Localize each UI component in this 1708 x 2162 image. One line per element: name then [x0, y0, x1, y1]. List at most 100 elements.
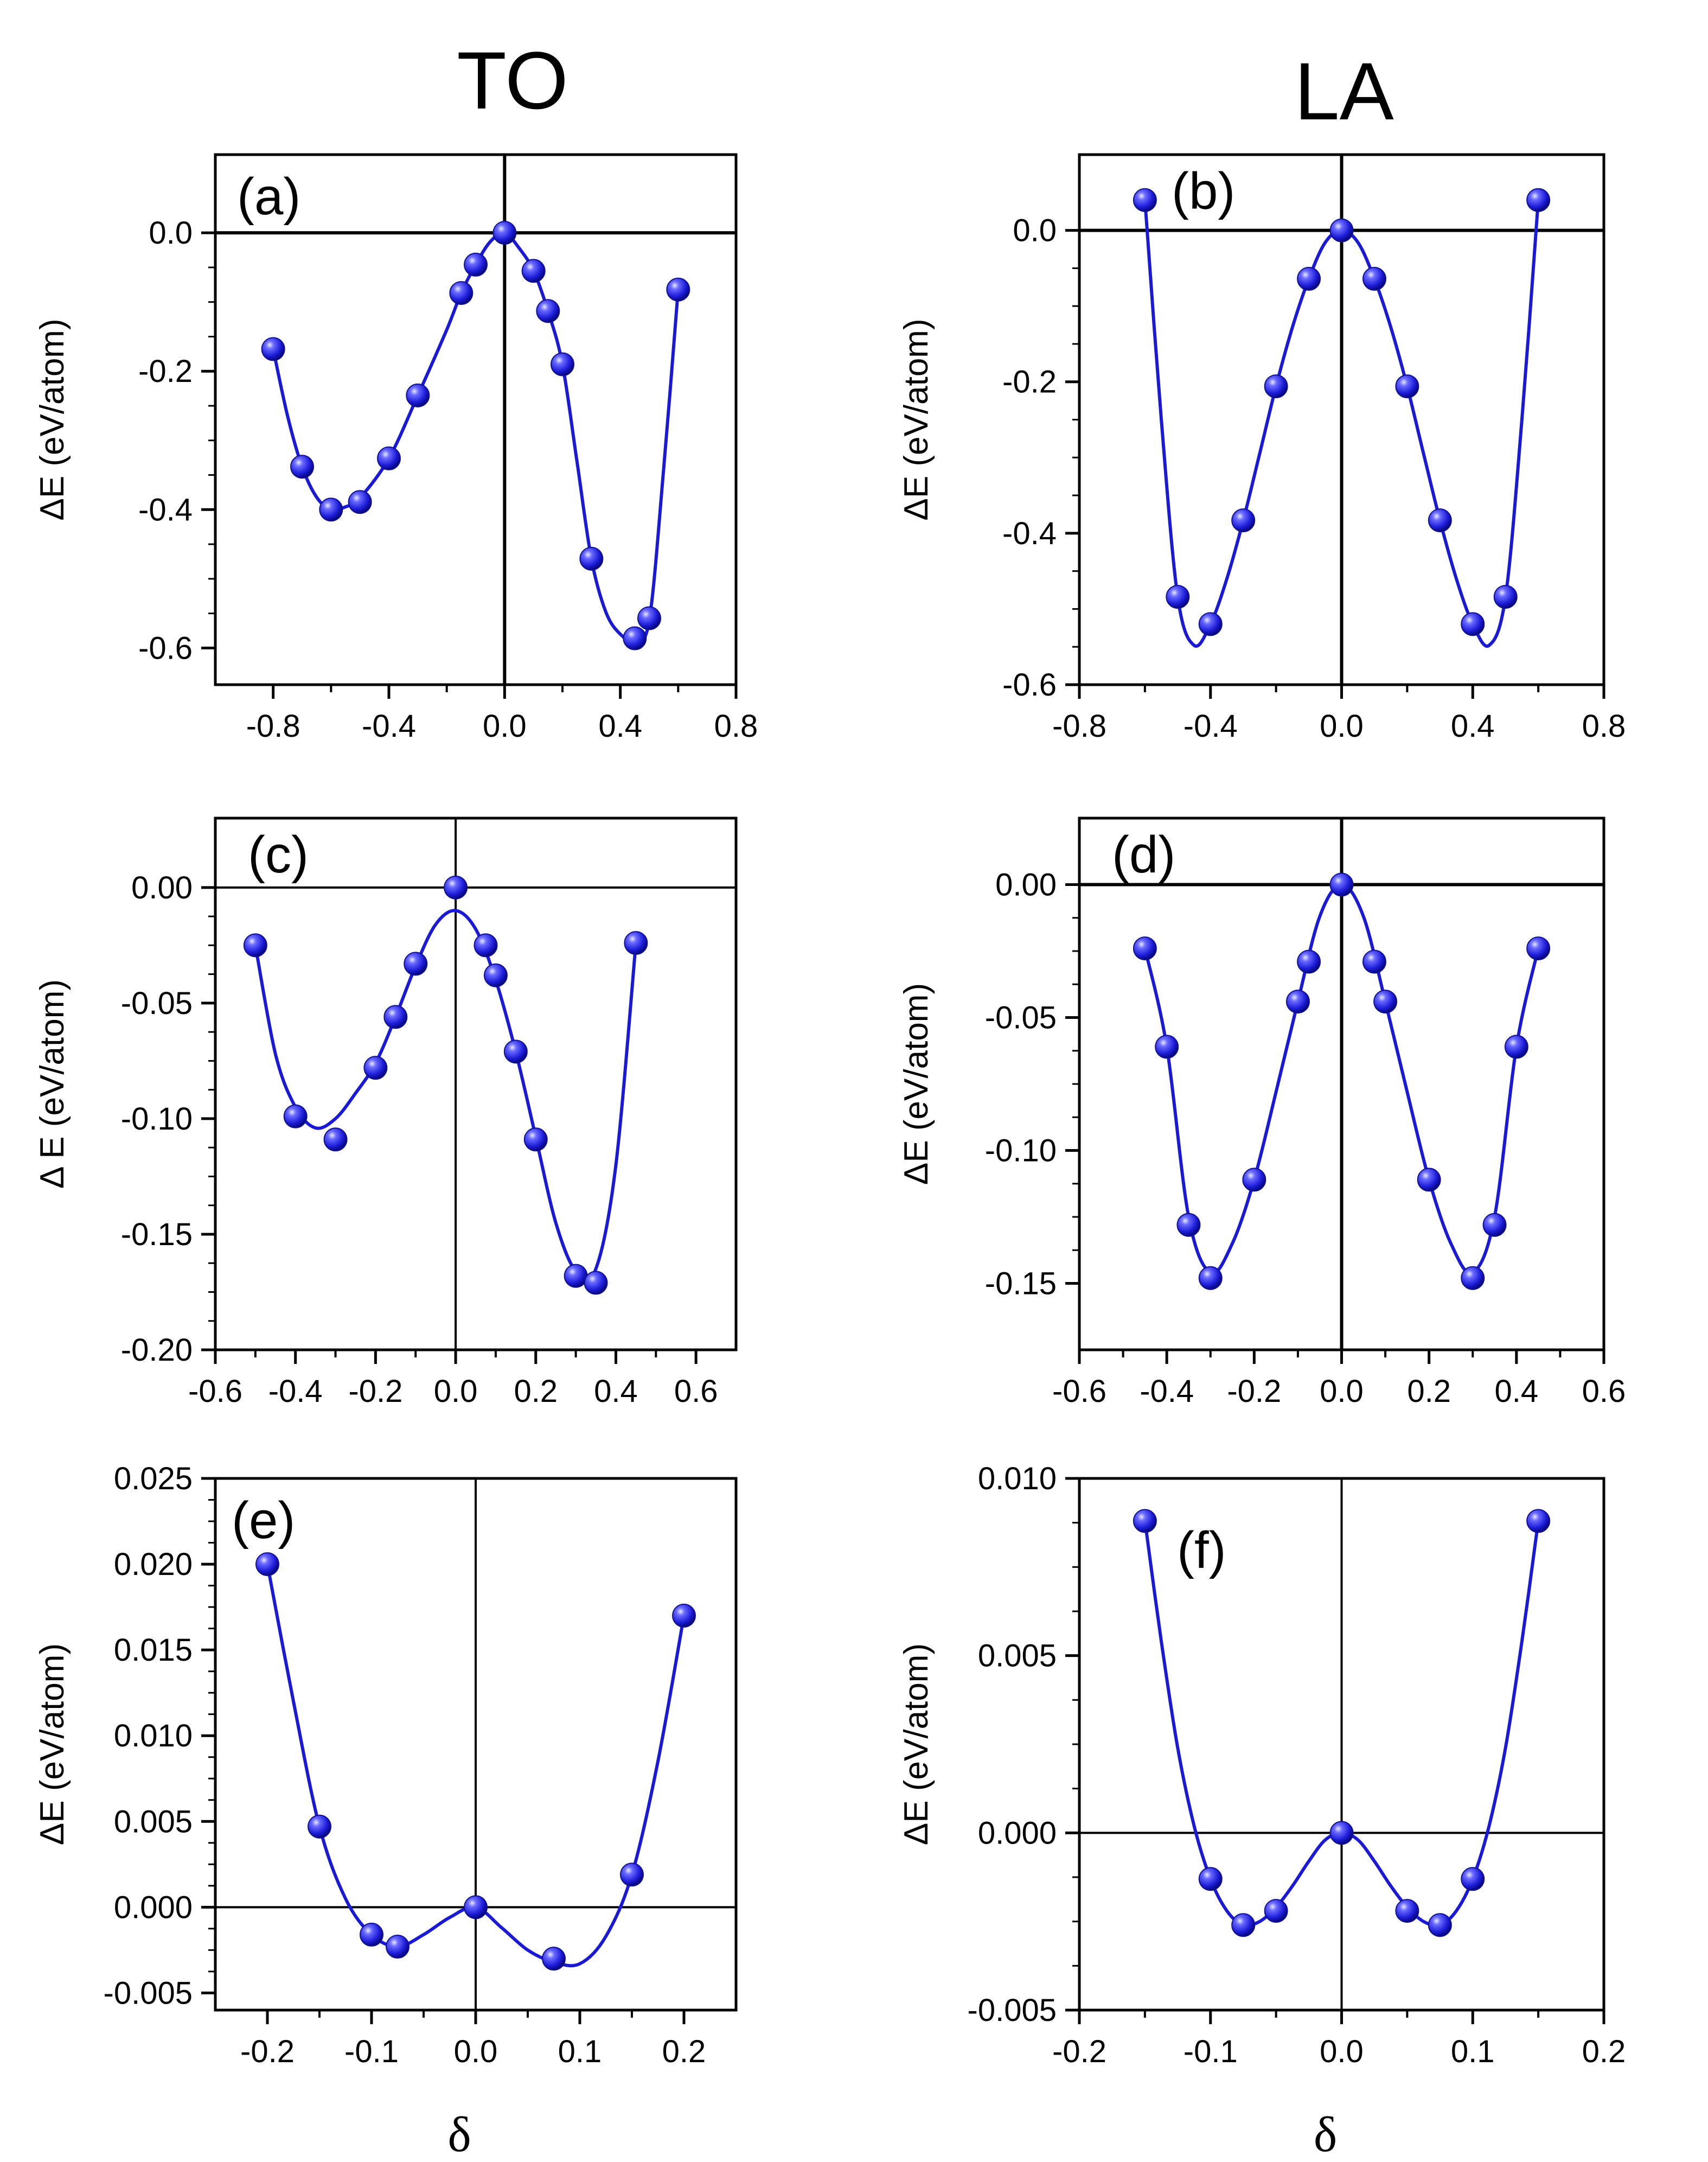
data-point — [666, 277, 690, 302]
data-point — [1329, 218, 1354, 243]
x-axis-label: δ — [1314, 2107, 1337, 2162]
data-point — [255, 1552, 279, 1577]
x-tick-label: -0.1 — [1184, 2034, 1238, 2069]
panel-label: (f) — [1177, 1521, 1226, 1579]
x-tick-label: 0.0 — [454, 2034, 498, 2069]
data-point — [377, 446, 401, 470]
y-tick-label: -0.2 — [138, 354, 193, 389]
data-point — [386, 1935, 410, 1959]
data-point — [637, 606, 661, 630]
data-point — [404, 952, 428, 976]
data-point — [363, 1056, 388, 1080]
data-point — [464, 252, 488, 277]
x-tick-label: 0.0 — [483, 709, 527, 744]
x-tick-label: 0.0 — [1320, 709, 1364, 744]
data-point — [308, 1814, 331, 1839]
data-point — [1264, 374, 1288, 399]
panel-label: (a) — [237, 168, 300, 226]
data-point — [1461, 1266, 1485, 1290]
data-point — [1198, 1266, 1223, 1290]
x-axis-label: δ — [447, 2107, 471, 2162]
x-tick-label: 0.0 — [1320, 2034, 1364, 2069]
x-tick-label: -0.6 — [188, 1374, 242, 1409]
y-tick-label: -0.15 — [121, 1217, 193, 1252]
data-point — [1176, 1213, 1201, 1237]
data-point — [1198, 612, 1223, 636]
data-point — [579, 546, 604, 571]
y-tick-label: -0.10 — [985, 1133, 1057, 1169]
y-axis-label: ΔE (eV/atom) — [34, 1643, 71, 1845]
x-tick-label: 0.1 — [558, 2034, 602, 2069]
y-tick-label: -0.10 — [121, 1101, 193, 1137]
fit-curve — [271, 231, 680, 643]
data-point — [564, 1264, 588, 1288]
data-point — [1395, 374, 1419, 399]
y-tick-label: 0.005 — [114, 1804, 193, 1839]
y-axis-label: ΔE (eV/atom) — [34, 318, 71, 520]
y-tick-label: 0.010 — [978, 1461, 1057, 1496]
data-point — [1493, 585, 1518, 609]
data-point — [323, 1127, 348, 1152]
data-point — [1461, 1867, 1485, 1891]
y-tick-label: 0.015 — [114, 1632, 193, 1668]
y-tick-label: -0.05 — [985, 1000, 1057, 1036]
data-point — [1231, 1913, 1256, 1937]
data-point — [464, 1895, 488, 1919]
data-point — [1526, 936, 1551, 961]
data-point — [319, 498, 343, 522]
data-point — [1264, 1899, 1288, 1923]
x-tick-label: 0.6 — [674, 1374, 718, 1409]
panel-label: (d) — [1112, 826, 1175, 884]
panel-b: -0.8 -0.4 0.0 0.4 0.8 0.0 -0.2 -0.4 -0.6 (b) ΔE (e… — [898, 153, 1626, 744]
data-point — [290, 455, 314, 479]
data-point — [523, 1127, 548, 1152]
data-point — [1133, 1509, 1157, 1533]
y-tick-label: 0.0 — [149, 215, 193, 251]
data-point — [1362, 949, 1386, 974]
data-point — [521, 259, 546, 283]
data-point — [1133, 936, 1157, 961]
data-point — [444, 875, 468, 900]
x-tick-label: -0.2 — [1227, 1374, 1281, 1409]
data-point — [360, 1922, 383, 1947]
y-tick-label: -0.20 — [121, 1332, 193, 1368]
panel-f: -0.2 -0.1 0.0 0.1 0.2 0.010 0.005 0.000 -0.005 (f… — [898, 1461, 1626, 2162]
x-tick-label: 0.4 — [1495, 1374, 1539, 1409]
data-point — [1526, 188, 1551, 212]
data-point — [1526, 1509, 1551, 1533]
data-point — [1297, 949, 1321, 974]
data-point — [672, 1603, 696, 1628]
data-point — [1297, 266, 1321, 291]
y-tick-label: -0.4 — [1002, 516, 1057, 551]
x-tick-label: 0.8 — [714, 709, 758, 744]
x-tick-label: 0.6 — [1582, 1374, 1626, 1409]
data-point — [1242, 1168, 1266, 1192]
x-tick-label: 0.2 — [1407, 1374, 1451, 1409]
data-point — [243, 933, 267, 958]
y-tick-label: -0.005 — [104, 1975, 193, 2011]
data-point — [449, 281, 474, 305]
data-point — [348, 490, 372, 514]
x-tick-label: -0.8 — [246, 709, 300, 744]
data-point — [1395, 1899, 1419, 1923]
x-tick-label: 0.4 — [594, 1374, 638, 1409]
y-tick-label: -0.4 — [138, 492, 193, 527]
y-axis-label: ΔE (eV/atom) — [898, 1643, 935, 1845]
y-tick-label: 0.000 — [978, 1815, 1057, 1851]
y-axis-label: Δ E (eV/atom) — [34, 979, 71, 1189]
y-tick-label: 0.0 — [1013, 213, 1057, 248]
panel-label: (e) — [232, 1491, 295, 1549]
data-point — [1329, 1821, 1354, 1845]
data-point — [1362, 266, 1386, 291]
data-point — [1428, 508, 1452, 533]
x-tick-label: -0.2 — [348, 1374, 402, 1409]
x-tick-label: 0.2 — [662, 2034, 706, 2069]
x-tick-label: -0.8 — [1052, 709, 1106, 744]
data-point — [1461, 612, 1485, 636]
x-tick-label: 0.0 — [434, 1374, 478, 1409]
x-tick-label: -0.2 — [240, 2034, 295, 2069]
panel-c: -0.6 -0.4 -0.2 0.0 0.2 0.4 0.6 0.00 -0.05 -0.10 -0… — [34, 817, 738, 1409]
x-tick-label: -0.4 — [1184, 709, 1238, 744]
data-point — [503, 1039, 528, 1064]
